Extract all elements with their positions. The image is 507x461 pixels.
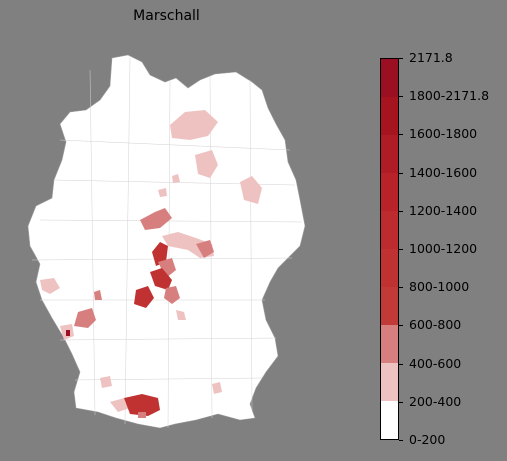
color-scale-tick (399, 134, 403, 136)
region-west-small (94, 290, 102, 300)
region-west-light (40, 278, 60, 294)
region-central-mid (158, 258, 176, 278)
color-scale-tick (399, 325, 403, 327)
region-south-light-2 (212, 382, 222, 394)
region-south-light-1 (100, 376, 112, 388)
color-scale-tick (399, 96, 403, 98)
region-far-south-light (110, 398, 130, 412)
color-scale-segment (381, 249, 398, 287)
region-west-central (140, 208, 172, 230)
color-scale-tick (399, 210, 403, 212)
color-scale-label: 1600-1800 (409, 126, 478, 142)
region-far-south-red (124, 394, 160, 416)
color-scale-segment (381, 401, 398, 439)
color-scale-label: 2171.8 (409, 50, 453, 65)
color-scale-label: 1400-1600 (409, 164, 478, 180)
color-scale-segment (381, 59, 398, 97)
color-scale-segment (381, 325, 398, 363)
color-scale-tick (399, 440, 403, 441)
region-central-dark (152, 242, 168, 266)
color-scale-label: 0-200 (409, 432, 446, 447)
color-scale-label: 1000-1200 (409, 241, 478, 256)
color-scale-bar (380, 58, 399, 440)
color-scale-tick (399, 363, 403, 365)
color-scale-tick (399, 172, 403, 174)
region-south-central-mid (164, 286, 180, 304)
color-scale-tick (399, 249, 403, 250)
region-east-mid (196, 240, 214, 258)
region-south-central-red (134, 286, 154, 308)
color-scale-label: 1800-2171.8 (409, 88, 490, 104)
region-small-2 (158, 188, 167, 197)
color-scale-label: 800-1000 (409, 279, 470, 295)
color-scale-segment (381, 173, 398, 211)
region-north (170, 110, 218, 140)
region-southwest-mid (74, 308, 96, 328)
district-highlights (40, 110, 262, 418)
color-scale-tick (399, 58, 403, 59)
color-scale-label: 200-400 (409, 393, 462, 409)
color-scale-segment (381, 211, 398, 249)
color-scale-label: 400-600 (409, 355, 462, 371)
color-scale-label: 1200-1400 (409, 202, 478, 218)
region-north-central (195, 150, 218, 178)
color-scale-segment (381, 97, 398, 135)
region-small-1 (172, 174, 180, 183)
region-far-south-small (138, 412, 146, 418)
region-east (240, 176, 262, 204)
color-scale-segment (381, 287, 398, 325)
color-scale-label: 600-800 (409, 317, 462, 333)
germany-map (27, 54, 306, 429)
region-southwest-dark (66, 330, 70, 336)
map-title: Marschall (133, 8, 200, 24)
color-scale-segment (381, 135, 398, 173)
color-scale-tick (399, 401, 403, 403)
color-scale-tick (399, 287, 403, 289)
region-south-small (176, 310, 186, 320)
color-scale-segment (381, 363, 398, 401)
district-borders (31, 57, 303, 429)
region-central-red (150, 268, 172, 290)
